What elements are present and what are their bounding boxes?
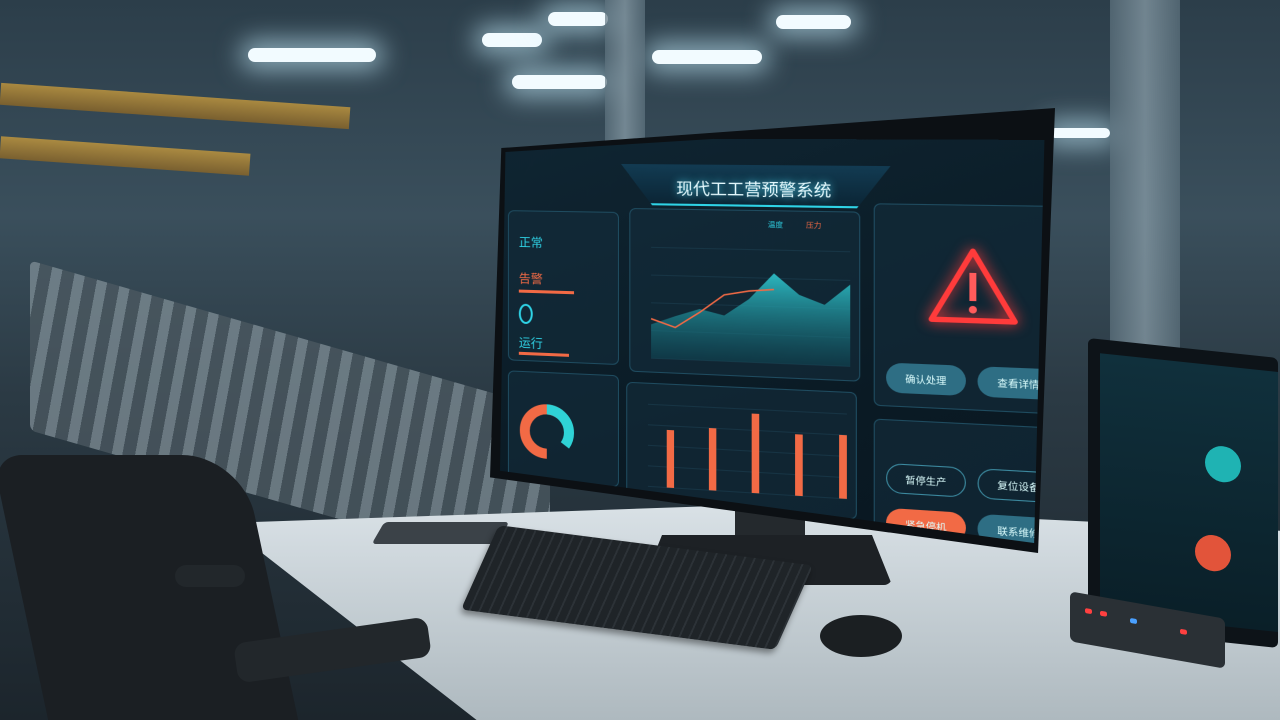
bar [751, 413, 760, 494]
grid-line [648, 404, 847, 414]
grid-line [651, 275, 850, 280]
tablet [371, 522, 510, 544]
legend-item: 温度 [767, 220, 784, 230]
legend-item: 压力 [806, 221, 822, 230]
ceiling-light [248, 48, 376, 62]
bar [795, 434, 803, 497]
chair-armrest [175, 565, 245, 587]
ceiling-light [548, 12, 608, 26]
status-row: 运行 [518, 335, 543, 351]
pillar [1110, 0, 1180, 350]
area-chart-panel: 温度 压力 [629, 208, 861, 383]
pillar [605, 0, 645, 150]
progress-bar [518, 289, 575, 295]
gauge-icon [518, 303, 533, 325]
led [1085, 607, 1092, 615]
status-row: 告警 [518, 271, 543, 287]
ceiling-light [652, 50, 762, 64]
area-series [651, 270, 851, 367]
bar [666, 429, 675, 488]
donut-chart [509, 371, 620, 488]
secondary-screen [1100, 353, 1278, 632]
led [1100, 610, 1107, 617]
led [1130, 617, 1137, 625]
page-title: 现代工工营预警系统 [676, 178, 832, 201]
grid-line [651, 247, 850, 251]
confirm-button[interactable]: 确认处理 [886, 362, 966, 397]
status-indicator [1205, 444, 1241, 485]
grid-line [648, 425, 847, 435]
mouse[interactable] [820, 615, 902, 657]
grid-line [648, 445, 847, 456]
area-chart [630, 209, 861, 383]
progress-bar [518, 351, 569, 357]
status-row: 正常 [518, 235, 543, 250]
bar [708, 427, 717, 491]
ceiling-light [482, 33, 542, 47]
ceiling-light [512, 75, 607, 89]
ceiling-light [1050, 128, 1110, 138]
ceiling-light [776, 15, 851, 29]
monitor-screen: 现代工工营预警系统 正常 告警 运行 温度 压力 [500, 118, 1045, 543]
led [1180, 628, 1187, 635]
alarm-indicator [1195, 533, 1231, 574]
pause-button[interactable]: 暂停生产 [886, 462, 966, 498]
header-banner: 现代工工营预警系统 [621, 164, 891, 209]
bar [839, 434, 847, 499]
dashboard: 现代工工营预警系统 正常 告警 运行 温度 压力 [500, 138, 1045, 543]
status-panel: 正常 告警 运行 [507, 210, 619, 366]
grid-line [648, 466, 847, 478]
donut-panel [508, 370, 620, 488]
